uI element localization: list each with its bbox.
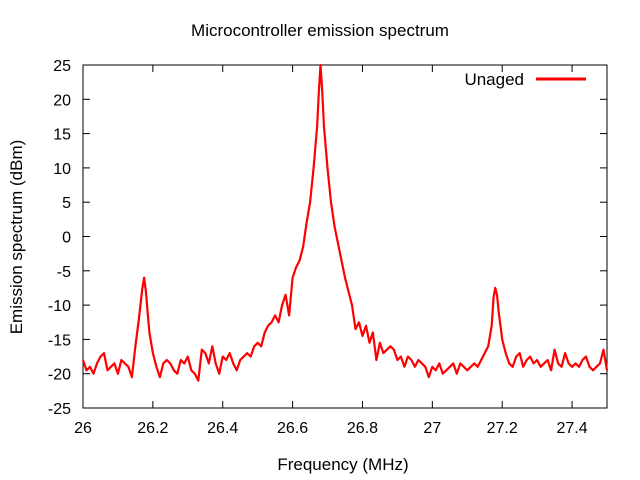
y-tick-label: 20 (53, 92, 71, 109)
x-tick-label: 27.4 (556, 420, 587, 437)
plot-frame (82, 64, 608, 409)
y-tick-label: -10 (48, 298, 71, 315)
legend-label-unaged: Unaged (464, 70, 524, 89)
x-tick-label: 27.2 (487, 420, 518, 437)
y-tick-label: -15 (48, 332, 71, 349)
plot-area (82, 64, 608, 409)
legend: Unaged (464, 70, 586, 89)
y-tick-label: 15 (53, 127, 71, 144)
y-axis: -25 -20 -15 -10 -5 0 5 10 15 20 25 (48, 58, 607, 418)
y-tick-label: -20 (48, 367, 71, 384)
y-axis-label: Emission spectrum (dBm) (7, 140, 26, 335)
series-group (81, 63, 609, 382)
x-tick-label: 26.2 (137, 420, 168, 437)
x-tick-label: 26.4 (207, 420, 238, 437)
chart-title: Microcontroller emission spectrum (191, 21, 449, 40)
x-tick-label: 26.6 (277, 420, 308, 437)
x-tick-label: 26.8 (347, 420, 378, 437)
y-tick-label: 0 (62, 230, 71, 247)
y-tick-label: 25 (53, 58, 71, 75)
x-tick-label: 27 (423, 420, 441, 437)
x-tick-label: 26 (74, 420, 92, 437)
y-tick-label: -25 (48, 401, 71, 418)
series-line-unaged (81, 63, 609, 382)
y-tick-label: 10 (53, 161, 71, 178)
y-tick-label: -5 (57, 264, 71, 281)
x-axis-label: Frequency (MHz) (277, 455, 408, 474)
x-axis: 26 26.2 26.4 26.6 26.8 27 27.2 27.4 (74, 65, 588, 437)
y-tick-label: 5 (62, 195, 71, 212)
